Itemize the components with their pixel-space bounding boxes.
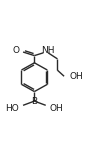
Text: O: O bbox=[12, 46, 20, 55]
Text: B: B bbox=[31, 97, 37, 106]
Text: OH: OH bbox=[70, 72, 84, 81]
Text: NH: NH bbox=[41, 46, 55, 55]
Text: HO: HO bbox=[5, 104, 19, 113]
Text: OH: OH bbox=[49, 104, 63, 113]
